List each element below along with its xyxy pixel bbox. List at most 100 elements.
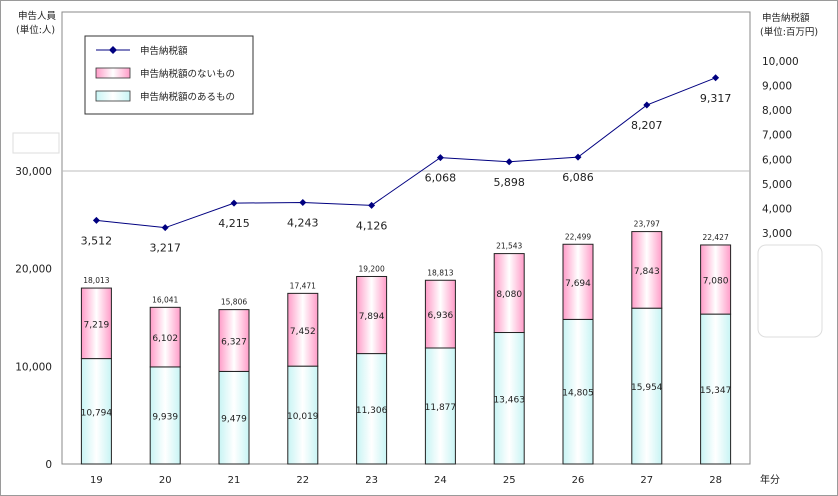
x-tick-label: 23 — [365, 475, 378, 486]
x-tick-label: 25 — [503, 475, 516, 486]
bar-with-tax-label: 15,954 — [631, 383, 663, 393]
legend-swatch-cyan — [95, 90, 131, 102]
tax-amount-label: 3,217 — [149, 242, 181, 255]
tax-amount-marker — [574, 153, 582, 161]
line-series: 3,512 3,217 4,215 4,243 4,126 6,068 5,898 6,086… — [81, 74, 732, 255]
bar-with-tax-label: 15,347 — [700, 386, 732, 396]
x-tick-label: 19 — [90, 475, 103, 486]
legend-diamond-marker — [109, 46, 117, 54]
right-tick-label: 6,000 — [762, 154, 792, 166]
left-axis-ticks: 0 10,000 20,000 30,000 — [15, 166, 52, 471]
x-tick-label: 21 — [228, 475, 241, 486]
tax-amount-label: 5,898 — [493, 176, 525, 189]
bar-with-tax — [149, 366, 181, 465]
bar-total-label: 18,013 — [83, 276, 109, 285]
bar-without-tax — [562, 243, 594, 320]
bar-without-tax — [356, 275, 388, 355]
bar-with-tax-label: 9,939 — [152, 412, 178, 422]
placeholder-box-left — [12, 132, 60, 154]
tax-amount-marker — [230, 199, 238, 207]
left-tick-label: 0 — [45, 459, 52, 471]
right-tick-label: 9,000 — [762, 81, 792, 93]
bar-with-tax-label: 14,805 — [562, 389, 594, 399]
right-axis-title-2: (単位:百万円) — [760, 26, 818, 38]
legend-label-none: 申告納税額のないもの — [140, 68, 235, 80]
bar-without-tax — [287, 292, 319, 367]
tax-amount-label: 4,126 — [356, 219, 388, 232]
bar-without-tax — [493, 253, 525, 334]
right-tick-label: 7,000 — [762, 130, 792, 142]
left-axis-title-1: 申告人員 — [18, 10, 57, 22]
x-tick-label: 27 — [640, 475, 653, 486]
tax-amount-marker — [712, 74, 720, 82]
tax-amount-label: 8,207 — [631, 119, 663, 132]
bar-without-tax-label: 7,843 — [634, 267, 660, 277]
x-tick-label: 22 — [296, 475, 309, 486]
tax-amount-label: 4,243 — [287, 216, 319, 229]
tax-amount-marker — [643, 101, 651, 109]
x-tick-label: 26 — [572, 475, 585, 486]
tax-amount-label: 9,317 — [700, 92, 732, 105]
bar-without-tax-label: 7,452 — [290, 327, 316, 337]
legend: 申告納税額 申告納税額のないもの 申告納税額のあるもの — [84, 35, 254, 115]
bar-with-tax — [493, 332, 525, 465]
bar-without-tax — [218, 309, 250, 372]
tax-amount-marker — [92, 216, 100, 224]
tax-amount-line — [96, 77, 716, 229]
bar-without-tax — [631, 231, 663, 309]
bar-with-tax-label: 11,877 — [425, 403, 457, 413]
bar-total-label: 21,543 — [496, 242, 522, 251]
tax-amount-marker — [436, 154, 444, 162]
bar-without-tax-label: 6,102 — [152, 334, 178, 344]
bar-without-tax-label: 6,936 — [428, 311, 454, 321]
bar-without-tax-label: 8,080 — [496, 290, 522, 300]
tax-amount-label: 3,512 — [81, 234, 113, 247]
bar-without-tax — [700, 244, 732, 315]
legend-label-some: 申告納税額のあるもの — [140, 91, 235, 103]
left-axis-title-2: (単位:人) — [16, 24, 55, 36]
legend-label-tax: 申告納税額 — [140, 45, 188, 57]
bar-without-tax — [149, 306, 181, 368]
tax-amount-marker — [299, 198, 307, 206]
legend-swatch-pink — [95, 67, 131, 79]
x-tick-label: 28 — [709, 475, 722, 486]
bar-total-label: 19,200 — [358, 264, 384, 273]
bar-total-label: 22,427 — [702, 233, 728, 242]
bar-total-label: 18,813 — [427, 268, 453, 277]
right-tick-label: 5,000 — [762, 179, 792, 191]
bar-without-tax-label: 7,894 — [359, 312, 385, 322]
right-tick-label: 10,000 — [762, 56, 799, 68]
tax-amount-marker — [505, 158, 513, 166]
placeholder-box-right — [757, 244, 823, 338]
bar-total-label: 16,041 — [152, 295, 178, 304]
bar-without-tax — [80, 287, 112, 360]
right-tick-label: 8,000 — [762, 105, 792, 117]
bar-with-tax — [218, 370, 250, 465]
bar-total-label: 15,806 — [221, 298, 247, 307]
bar-with-tax-label: 9,479 — [221, 415, 247, 425]
bar-total-label: 17,471 — [290, 281, 316, 290]
tax-amount-label: 6,086 — [562, 171, 594, 184]
tax-amount-marker — [161, 224, 169, 232]
bar-without-tax-label: 7,219 — [84, 320, 110, 330]
bar-without-tax — [424, 279, 456, 349]
left-tick-label: 30,000 — [15, 166, 52, 178]
right-tick-label: 3,000 — [762, 228, 792, 240]
right-tick-label: 4,000 — [762, 203, 792, 215]
x-tick-label: 20 — [159, 475, 172, 486]
bar-with-tax-label: 11,306 — [356, 406, 388, 416]
left-tick-label: 20,000 — [15, 264, 52, 276]
tax-amount-label: 4,215 — [218, 217, 250, 230]
bar-with-tax — [287, 365, 319, 465]
bar-series: 10,794 7,219 18,013 9,939 6,102 16,041 9,479 6,… — [80, 220, 732, 465]
left-tick-label: 10,000 — [15, 361, 52, 373]
bar-with-tax-label: 10,794 — [81, 408, 113, 418]
bar-without-tax-label: 6,327 — [221, 338, 247, 348]
bar-without-tax-label: 7,080 — [703, 277, 729, 287]
x-tick-label: 24 — [434, 475, 447, 486]
x-axis-title: 年分 — [760, 473, 780, 486]
x-axis-ticks: 19 20 21 22 23 24 25 26 27 28 — [90, 475, 722, 486]
bar-with-tax-label: 13,463 — [493, 395, 525, 405]
bar-with-tax-label: 10,019 — [287, 412, 319, 422]
